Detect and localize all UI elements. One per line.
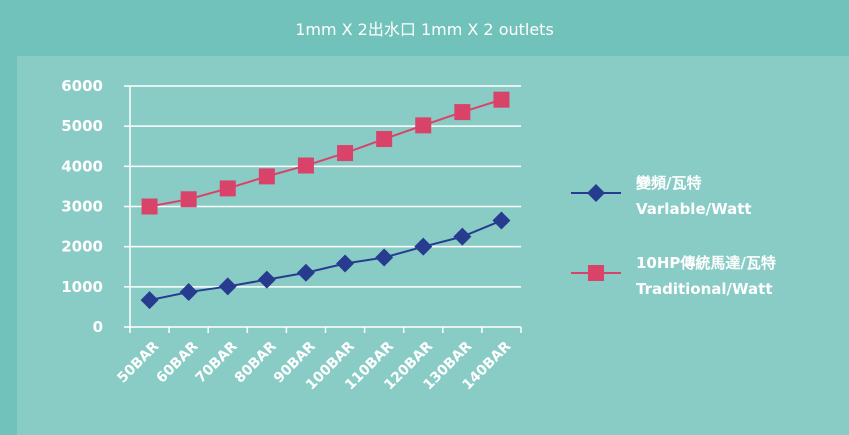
series-2-point xyxy=(141,198,158,215)
chart-title: 1mm X 2出水口 1mm X 2 outlets xyxy=(295,20,554,39)
series-1-point xyxy=(492,211,511,230)
y-tick-label: 3000 xyxy=(61,198,103,216)
series-2-point xyxy=(219,180,236,197)
axes xyxy=(124,85,522,333)
series-1-point xyxy=(179,283,198,302)
x-tick-label: 80BAR xyxy=(232,338,280,386)
series-1-point xyxy=(453,227,472,246)
series-1-point xyxy=(375,248,394,267)
series-1-point xyxy=(336,254,355,273)
series-2-point xyxy=(258,168,275,185)
x-tick-labels: 50BAR60BAR70BAR80BAR90BAR100BAR110BAR120… xyxy=(114,338,514,393)
series-2-point xyxy=(493,91,510,108)
series-2-point xyxy=(454,104,471,121)
x-tick-label: 50BAR xyxy=(114,338,162,386)
legend-1-label: Varlable/Watt xyxy=(636,200,752,218)
legend-2-label: Traditional/Watt xyxy=(636,280,773,298)
series-2-line xyxy=(149,98,502,208)
series-layer xyxy=(140,91,511,310)
y-tick-label: 0 xyxy=(93,318,103,336)
series-1-point xyxy=(257,270,276,289)
series-2-point xyxy=(297,157,314,174)
series-1-line xyxy=(149,219,502,302)
series-1-point xyxy=(414,237,433,256)
series-1-point xyxy=(218,277,237,296)
legend: 變頻/瓦特 Varlable/Watt 10HP傳統馬達/瓦特 Traditional… xyxy=(571,174,776,298)
series-2-point xyxy=(180,191,197,208)
chart-panel xyxy=(17,56,849,435)
x-tick-label: 70BAR xyxy=(193,338,241,386)
legend-2-label: 10HP傳統馬達/瓦特 xyxy=(636,254,776,272)
y-tick-label: 6000 xyxy=(61,77,103,95)
x-tick-label: 60BAR xyxy=(154,338,202,386)
legend-1-marker xyxy=(587,184,605,202)
series-1-point xyxy=(296,263,315,282)
grid-lines xyxy=(130,85,521,288)
y-tick-labels: 0 1000 2000 3000 4000 5000 6000 xyxy=(61,77,103,336)
series-2-point xyxy=(337,145,354,162)
y-tick-label: 1000 xyxy=(61,278,103,296)
legend-1-label: 變頻/瓦特 xyxy=(635,174,701,192)
series-2-point xyxy=(415,117,432,134)
y-tick-label: 5000 xyxy=(61,117,103,135)
y-tick-label: 4000 xyxy=(61,157,103,175)
legend-2-marker xyxy=(588,265,604,281)
series-1-point xyxy=(140,291,159,310)
series-2-point xyxy=(376,131,393,148)
y-tick-label: 2000 xyxy=(61,238,103,256)
